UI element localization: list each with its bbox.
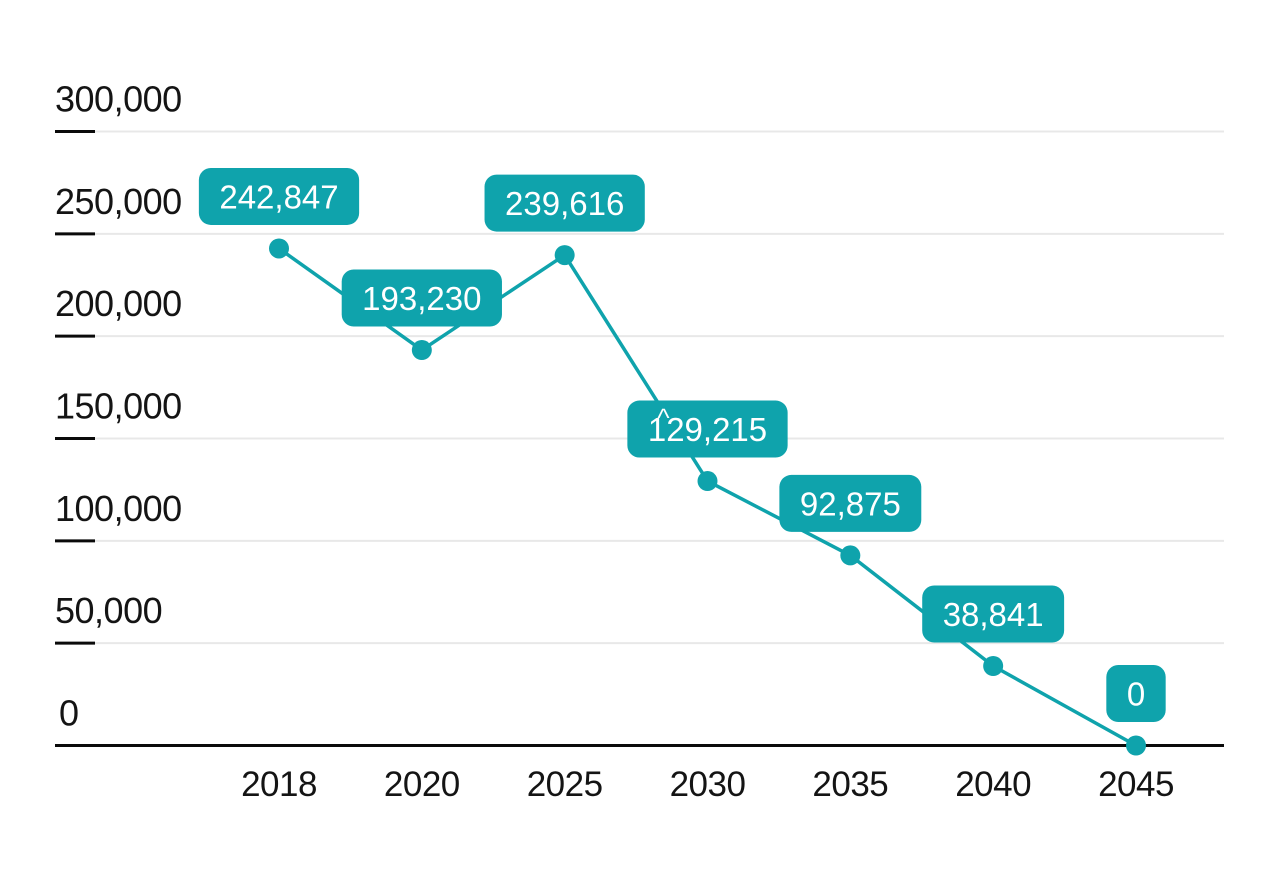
value-label-text: 242,847 (219, 178, 338, 215)
value-label-box (1106, 665, 1166, 722)
value-label-box (198, 167, 360, 225)
value-label-box (627, 400, 788, 458)
y-tick-label: 200,000 (55, 283, 182, 324)
value-label-text: 129,215 (648, 411, 767, 448)
value-label-text: 0 (1127, 676, 1145, 713)
y-tick-label: 300,000 (55, 79, 182, 120)
data-point (554, 245, 575, 266)
data-point (697, 471, 718, 492)
value-label-text: 193,230 (362, 280, 481, 317)
x-tick-label: 2030 (670, 765, 746, 804)
data-point (983, 656, 1004, 677)
y-tick-label: 0 (59, 693, 79, 734)
x-tick-label: 2020 (384, 765, 460, 804)
y-tick-label: 250,000 (55, 181, 182, 222)
x-tick-label: 2045 (1098, 765, 1174, 804)
y-tick-label: 150,000 (55, 386, 182, 427)
x-tick-label: 2035 (812, 765, 888, 804)
annotation-caret: ^ (657, 403, 670, 433)
value-label-text: 92,875 (800, 485, 901, 522)
x-tick-label: 2025 (527, 765, 603, 804)
value-label-box (779, 474, 922, 532)
data-point (411, 340, 432, 361)
value-label-text: 239,616 (505, 185, 624, 222)
data-point (840, 545, 861, 566)
value-label-box (341, 269, 502, 327)
data-point (1126, 735, 1146, 756)
data-point (269, 238, 289, 259)
value-label-box (484, 174, 645, 232)
value-label-box (922, 585, 1065, 643)
value-label-text: 38,841 (943, 596, 1044, 633)
x-tick-label: 2018 (241, 765, 317, 804)
x-tick-label: 2040 (955, 765, 1031, 804)
y-tick-label: 100,000 (55, 488, 182, 529)
y-tick-label: 50,000 (55, 590, 162, 631)
